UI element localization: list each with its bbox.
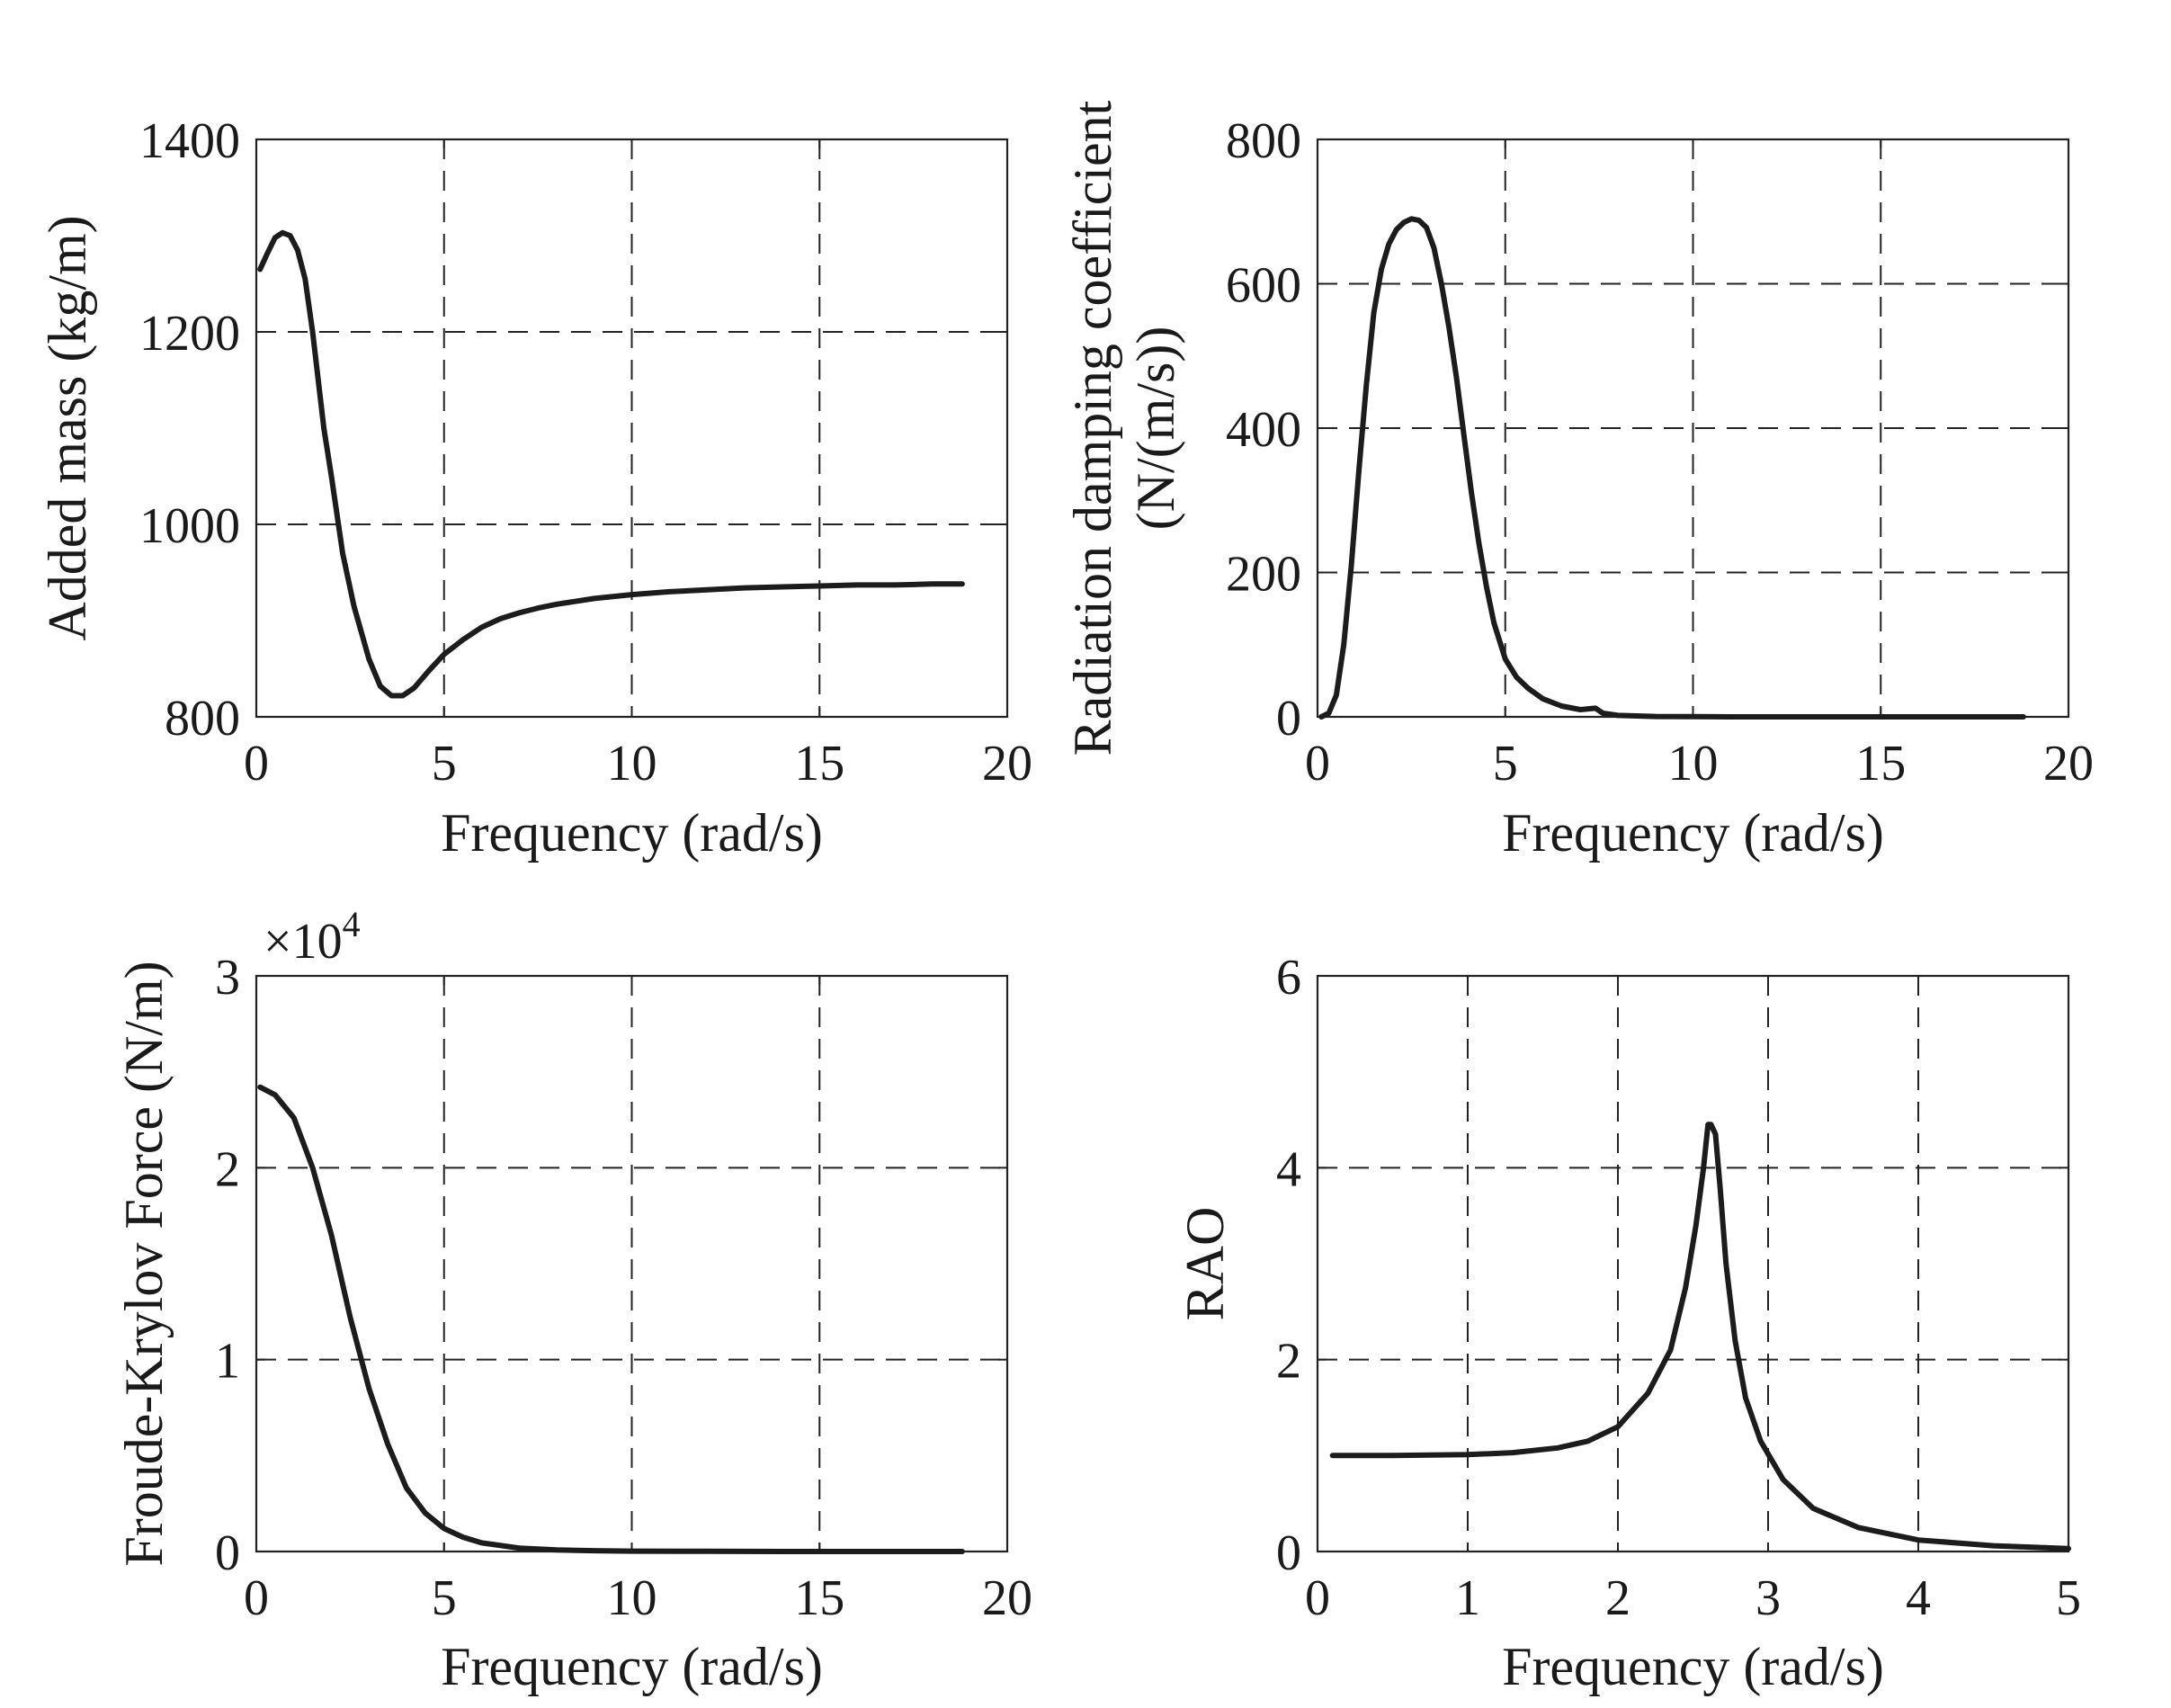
series-line-radiation-damping <box>1318 216 2026 720</box>
y-axis-label: Added mass (kg/m) <box>38 215 97 640</box>
y-tick-label: 1200 <box>139 306 240 362</box>
x-tick-label: 5 <box>2056 1570 2081 1626</box>
y-tick-label: 0 <box>215 1525 240 1581</box>
x-axis-label: Frequency (rad/s) <box>441 1637 823 1696</box>
x-tick-label: 0 <box>244 736 269 791</box>
x-axis-label: Frequency (rad/s) <box>1502 1637 1884 1696</box>
y-tick-label: 800 <box>165 691 240 747</box>
x-axis-label: Frequency (rad/s) <box>1502 803 1884 863</box>
y-tick-label: 800 <box>1226 113 1301 169</box>
x-tick-label: 5 <box>432 736 457 791</box>
y-tick-label: 0 <box>1276 1525 1301 1581</box>
x-tick-label: 4 <box>1906 1570 1931 1626</box>
y-tick-label: 0 <box>1276 691 1301 747</box>
axes-frame <box>1316 974 2070 1553</box>
x-tick-label: 20 <box>982 1570 1032 1626</box>
x-tick-label: 5 <box>432 1570 457 1626</box>
x-tick-label: 15 <box>794 736 844 791</box>
subplot-added-mass: 0 5 10 15 20 800 1000 1200 1400 Frequency (rad/s)… <box>38 113 1032 863</box>
x-tick-label: 10 <box>607 1570 657 1626</box>
subplot-froude-krylov: 0 5 10 15 20 0 1 2 3 ×104 Frequency (rad/s) Froude-… <box>114 904 1032 1696</box>
y-tick-label: 600 <box>1226 258 1301 314</box>
y-axis-label: Froude-Krylov Force (N/m) <box>114 961 174 1566</box>
x-tick-label: 10 <box>607 736 657 791</box>
x-axis-label: Frequency (rad/s) <box>441 803 823 863</box>
y-tick-label: 2 <box>215 1141 240 1197</box>
x-tick-label: 0 <box>1305 1570 1330 1626</box>
x-tick-label: 0 <box>244 1570 269 1626</box>
x-tick-label: 15 <box>1855 736 1906 791</box>
x-tick-label: 15 <box>794 1570 844 1626</box>
x-tick-label: 0 <box>1305 736 1330 791</box>
x-tick-label: 5 <box>1493 736 1518 791</box>
y-tick-label: 2 <box>1276 1334 1301 1390</box>
x-tick-label: 20 <box>982 736 1032 791</box>
x-tick-label: 20 <box>2043 736 2094 791</box>
y-tick-label: 200 <box>1226 547 1301 603</box>
y-axis-label: Radiation damping coefficient <box>1063 100 1122 756</box>
y-tick-label: 3 <box>215 950 240 1006</box>
y-axis-label: RAO <box>1175 1207 1235 1321</box>
x-tick-label: 1 <box>1455 1570 1480 1626</box>
series-line-added-mass <box>257 229 965 699</box>
y-tick-label: 400 <box>1226 402 1301 458</box>
exponent-label: ×104 <box>264 904 361 970</box>
y-axis-label: (N/(m/s)) <box>1126 326 1185 531</box>
y-tick-label: 6 <box>1276 950 1301 1006</box>
y-tick-label: 4 <box>1276 1141 1301 1197</box>
subplot-rao: 0 1 2 3 4 5 0 2 4 6 Frequency (rad/s) RAO <box>1175 950 2081 1696</box>
y-tick-label: 1000 <box>139 498 240 554</box>
x-tick-label: 10 <box>1668 736 1719 791</box>
x-tick-label: 2 <box>1605 1570 1630 1626</box>
y-tick-label: 1 <box>215 1334 240 1390</box>
y-tick-label: 1400 <box>139 113 240 169</box>
series-line-rao <box>1329 1122 2071 1552</box>
x-tick-label: 3 <box>1756 1570 1781 1626</box>
series-line-froude-krylov <box>257 1084 965 1554</box>
